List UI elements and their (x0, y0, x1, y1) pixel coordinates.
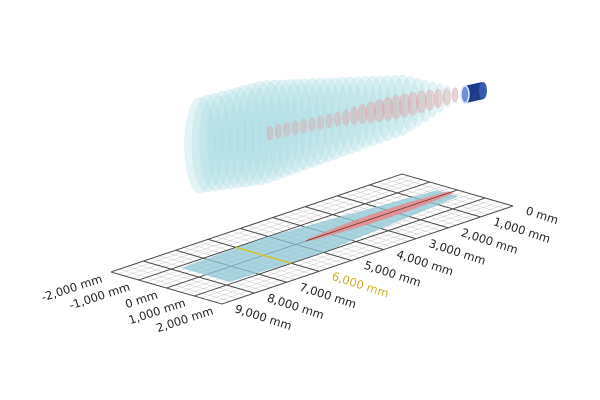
beam-core-section (283, 122, 291, 137)
beam-section (313, 77, 342, 163)
grid-line (214, 203, 507, 303)
grid-line (201, 199, 493, 299)
beam-core-section (398, 93, 411, 118)
beam-core-section (291, 120, 299, 136)
sensor-icon (460, 82, 487, 104)
beam-section (290, 78, 320, 171)
beam-core-section (333, 111, 341, 127)
beam-core-section (357, 103, 368, 125)
beam-core-section (317, 115, 324, 130)
beam-core-section (365, 101, 377, 124)
beam-axis-line (305, 191, 452, 242)
beam-core-section (424, 89, 435, 111)
beam-core-section (308, 117, 316, 132)
grid-line (131, 179, 423, 279)
beam-section (435, 83, 445, 113)
grid-line (208, 201, 500, 301)
grid-major-line (221, 205, 514, 305)
grid-major-line (138, 181, 430, 281)
beam-section (321, 77, 349, 160)
beam-section (298, 78, 327, 168)
beam-section (384, 75, 406, 139)
beam-section (235, 83, 270, 187)
beam-core-section (266, 125, 274, 141)
beam-core-section (300, 118, 308, 134)
beam-core-section (341, 109, 350, 126)
distance-tick-label: 0 mm (524, 204, 560, 228)
beam-section (213, 88, 247, 190)
sensor-lens (460, 85, 470, 104)
beam-section (221, 86, 254, 189)
beam-core-section (373, 98, 385, 123)
beam-core-section (275, 124, 282, 139)
beam-section (329, 77, 356, 158)
beam-section (228, 85, 262, 188)
beam-section (282, 78, 313, 173)
beam-section (206, 90, 239, 191)
grid-line (124, 177, 416, 277)
highlight-distance-line (235, 246, 292, 265)
beam-cone (184, 74, 459, 194)
grid-line (117, 175, 410, 275)
beam-section (376, 75, 399, 142)
beam-core-section (416, 90, 427, 114)
grid-major-line (194, 197, 486, 297)
beam-core-section (382, 96, 394, 121)
grid-major-line (110, 173, 403, 273)
sensor-back (479, 82, 487, 99)
beam-section (452, 86, 458, 104)
beam-core-section (325, 113, 333, 129)
beam-core-section (442, 88, 451, 106)
beam-core-section (390, 94, 402, 120)
beam-core-section (349, 106, 359, 125)
beam-section (353, 76, 377, 150)
beam-footprint (180, 190, 459, 282)
beam-core-section (451, 87, 459, 103)
beam-core-section (407, 91, 419, 116)
beam-core-section (433, 88, 443, 108)
beam-section (426, 81, 439, 118)
